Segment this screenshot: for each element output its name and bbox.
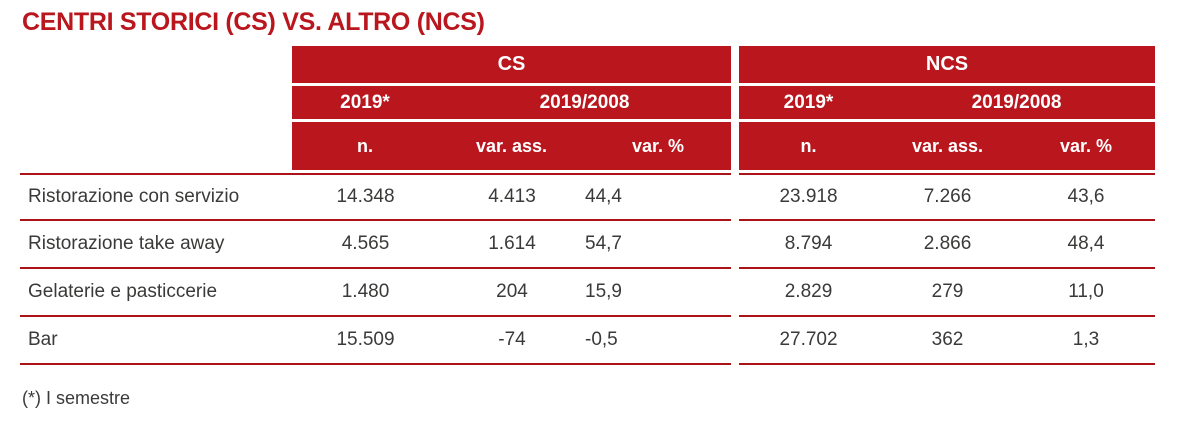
table-cell: 4.565 [341,233,390,254]
column-header-n-cs: n. [357,135,373,156]
table-cell: 27.702 [779,329,838,350]
group-gap [731,122,739,170]
column-header-var-pct-cs: var. % [631,135,685,156]
row-label: Ristorazione take away [28,233,225,254]
column-header-var-ass-ncs: var. ass. [911,135,984,156]
comparison-table: CS NCS 2019* 2019/2008 2019* 2019/2008 n… [20,46,1155,365]
group-gap [731,317,739,365]
table-cell: -74 [498,329,526,350]
row-segment-ncs: 27.702 362 1,3 [739,317,1155,365]
header-row-columns: n. var. ass. var. % n. var. ass. var. % [20,122,1155,170]
row-segment-cs: Bar 15.509 -74 -0,5 [20,317,732,365]
header-row-groups: CS NCS [20,46,1155,83]
table-cell: 1.614 [488,233,536,254]
table-row: Ristorazione con servizio 14.348 4.413 4… [20,173,1155,221]
header-row-periods: 2019* 2019/2008 2019* 2019/2008 [20,86,1155,119]
group-gap [731,173,739,221]
table-cell: -0,5 [585,329,618,350]
table-cell: 2.866 [923,233,972,254]
table-cell: 362 [931,329,964,350]
row-label: Bar [28,329,58,350]
row-label: Ristorazione con servizio [28,186,240,207]
footnote: (*) I semestre [22,388,131,408]
table-cell: 4.413 [488,186,536,207]
table-cell: 15.509 [336,329,395,350]
group-gap [731,46,739,83]
header-columns-ncs: n. var. ass. var. % [739,122,1155,170]
table-cell: 14.348 [336,186,395,207]
header-label-spacer [20,86,292,119]
table-cell: 15,9 [585,281,622,302]
group-gap [731,269,739,317]
table-cell: 44,4 [585,186,622,207]
table-cell: 8.794 [784,233,833,254]
table-cell: 7.266 [923,186,972,207]
table-cell: 279 [931,281,964,302]
row-segment-cs: Ristorazione con servizio 14.348 4.413 4… [20,173,732,221]
table-cell: 43,6 [1067,186,1105,207]
header-year-cs: 2019* [340,91,390,113]
header-periods-ncs: 2019* 2019/2008 [739,86,1155,119]
row-segment-cs: Gelaterie e pasticcerie 1.480 204 15,9 [20,269,732,317]
column-header-var-ass-cs: var. ass. [475,135,548,156]
table-row: Gelaterie e pasticcerie 1.480 204 15,9 2… [20,269,1155,317]
table-cell: 23.918 [779,186,838,207]
header-period-cs: 2019/2008 [539,91,630,113]
header-label-spacer [20,46,292,83]
group-gap [731,86,739,119]
row-segment-cs: Ristorazione take away 4.565 1.614 54,7 [20,221,732,269]
row-segment-ncs: 23.918 7.266 43,6 [739,173,1155,221]
header-year-ncs: 2019* [783,91,834,113]
table-cell: 54,7 [585,233,622,254]
table-cell: 11,0 [1068,281,1104,302]
header-group-cs: CS [292,46,731,83]
header-period-ncs: 2019/2008 [971,91,1062,113]
row-segment-ncs: 8.794 2.866 48,4 [739,221,1155,269]
table-row: Bar 15.509 -74 -0,5 27.702 362 1,3 [20,317,1155,365]
row-segment-ncs: 2.829 279 11,0 [739,269,1155,317]
header-group-ncs: NCS [739,46,1155,83]
table-cell: 2.829 [784,281,833,302]
page-title: CENTRI STORICI (CS) VS. ALTRO (NCS) [22,8,485,36]
column-header-n-ncs: n. [800,135,817,156]
header-periods-cs: 2019* 2019/2008 [292,86,731,119]
table-cell: 1.480 [341,281,390,302]
table-row: Ristorazione take away 4.565 1.614 54,7 … [20,221,1155,269]
group-gap [731,221,739,269]
table-cell: 48,4 [1067,233,1105,254]
table-cell: 1,3 [1072,329,1100,350]
header-label-spacer [20,122,292,170]
column-header-var-pct-ncs: var. % [1059,135,1113,156]
header-columns-cs: n. var. ass. var. % [292,122,731,170]
row-label: Gelaterie e pasticcerie [28,281,218,302]
table-cell: 204 [496,281,528,302]
